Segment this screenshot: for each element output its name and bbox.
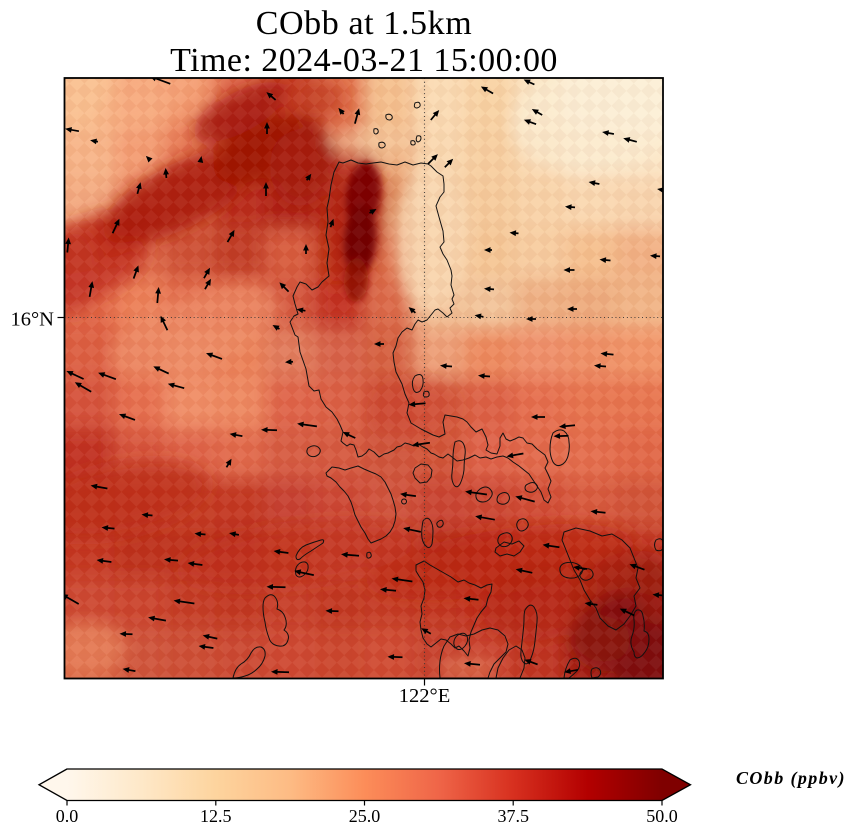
- svg-text:CObb at 1.5km: CObb at 1.5km: [256, 5, 473, 42]
- svg-text:25.0: 25.0: [349, 806, 381, 826]
- svg-text:CObb (ppbv): CObb (ppbv): [736, 768, 846, 789]
- svg-text:37.5: 37.5: [497, 806, 529, 826]
- svg-text:16°N: 16°N: [10, 309, 54, 331]
- svg-text:50.0: 50.0: [646, 806, 678, 826]
- svg-text:0.0: 0.0: [56, 806, 79, 826]
- svg-text:122°E: 122°E: [399, 685, 450, 707]
- svg-text:12.5: 12.5: [200, 806, 232, 826]
- svg-text:Time: 2024-03-21 15:00:00: Time: 2024-03-21 15:00:00: [170, 42, 558, 79]
